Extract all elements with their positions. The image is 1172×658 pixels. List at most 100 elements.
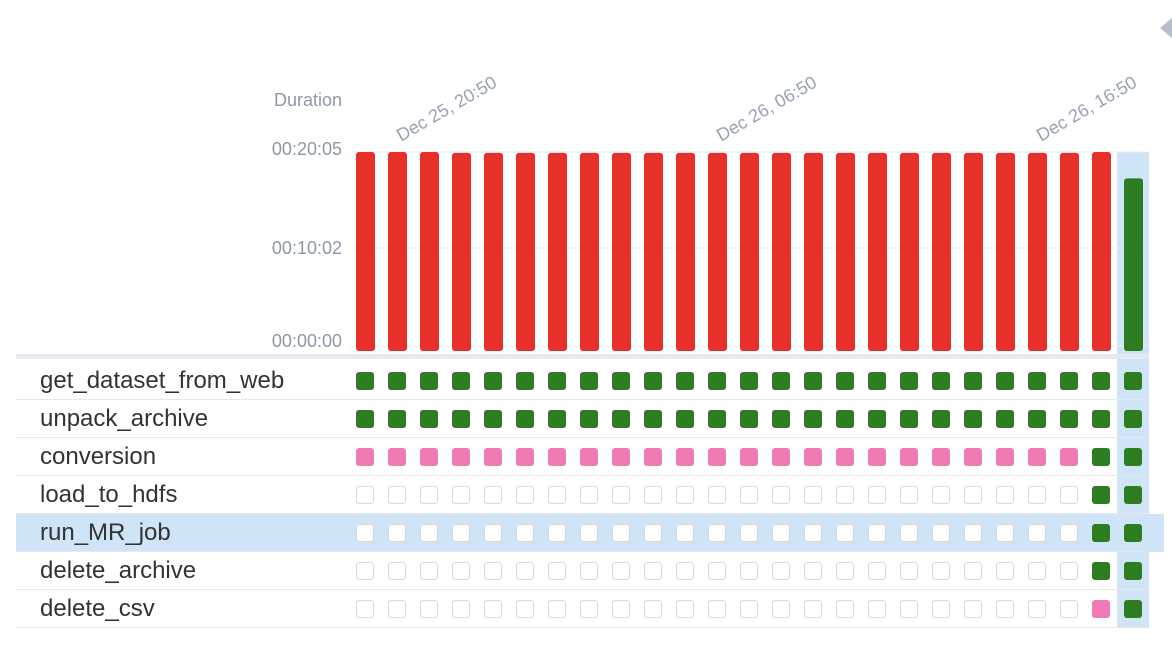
task-instance-square[interactable] [932,562,950,580]
task-instance-square[interactable] [1028,448,1046,466]
task-instance-square[interactable] [964,486,982,504]
run-bar[interactable] [1124,178,1143,351]
task-instance-square[interactable] [548,448,566,466]
task-instance-square[interactable] [420,410,438,428]
task-instance-square[interactable] [548,562,566,580]
task-instance-square[interactable] [388,600,406,618]
task-instance-square[interactable] [900,448,918,466]
task-instance-square[interactable] [388,448,406,466]
task-instance-square[interactable] [388,486,406,504]
run-bar[interactable] [356,152,375,351]
task-instance-square[interactable] [1060,410,1078,428]
task-instance-square[interactable] [708,486,726,504]
task-instance-square[interactable] [1124,372,1142,390]
task-instance-square[interactable] [772,410,790,428]
task-instance-square[interactable] [708,410,726,428]
task-label-run-mr-job[interactable]: run_MR_job [40,519,171,546]
task-instance-square[interactable] [1028,562,1046,580]
task-instance-square[interactable] [708,372,726,390]
task-instance-square[interactable] [964,410,982,428]
task-instance-square[interactable] [804,410,822,428]
task-instance-square[interactable] [964,562,982,580]
task-instance-square[interactable] [772,524,790,542]
run-bar[interactable] [1028,152,1047,351]
task-instance-square[interactable] [516,372,534,390]
task-instance-square[interactable] [932,600,950,618]
task-instance-square[interactable] [708,600,726,618]
task-instance-square[interactable] [1060,448,1078,466]
task-instance-square[interactable] [356,524,374,542]
task-instance-square[interactable] [580,410,598,428]
task-instance-square[interactable] [420,600,438,618]
task-instance-square[interactable] [676,372,694,390]
task-instance-square[interactable] [1092,448,1110,466]
run-bar[interactable] [612,152,631,351]
task-instance-square[interactable] [580,486,598,504]
task-instance-square[interactable] [708,448,726,466]
task-instance-square[interactable] [388,524,406,542]
task-instance-square[interactable] [388,372,406,390]
task-instance-square[interactable] [356,372,374,390]
task-instance-square[interactable] [452,524,470,542]
task-instance-square[interactable] [868,600,886,618]
run-bar[interactable] [1092,152,1111,351]
task-instance-square[interactable] [580,600,598,618]
task-instance-square[interactable] [964,448,982,466]
task-instance-square[interactable] [612,562,630,580]
task-instance-square[interactable] [580,372,598,390]
task-instance-square[interactable] [484,524,502,542]
task-instance-square[interactable] [420,486,438,504]
task-instance-square[interactable] [740,410,758,428]
task-instance-square[interactable] [356,562,374,580]
run-bar[interactable] [580,152,599,351]
task-instance-square[interactable] [420,562,438,580]
scroll-right-icon[interactable] [1160,18,1172,38]
task-instance-square[interactable] [644,562,662,580]
task-instance-square[interactable] [900,524,918,542]
task-instance-square[interactable] [548,372,566,390]
task-instance-square[interactable] [964,524,982,542]
task-instance-square[interactable] [996,486,1014,504]
task-instance-square[interactable] [772,486,790,504]
task-label-delete-archive[interactable]: delete_archive [40,557,197,584]
task-instance-square[interactable] [868,524,886,542]
task-instance-square[interactable] [516,486,534,504]
task-instance-square[interactable] [996,448,1014,466]
task-instance-square[interactable] [836,562,854,580]
task-instance-square[interactable] [868,448,886,466]
task-instance-square[interactable] [1060,372,1078,390]
task-instance-square[interactable] [900,486,918,504]
task-instance-square[interactable] [516,448,534,466]
task-instance-square[interactable] [484,448,502,466]
task-instance-square[interactable] [772,372,790,390]
task-label-unpack-archive[interactable]: unpack_archive [40,405,209,432]
run-bar[interactable] [804,152,823,351]
task-instance-square[interactable] [1124,486,1142,504]
task-instance-square[interactable] [1124,524,1142,542]
task-instance-square[interactable] [676,600,694,618]
task-instance-square[interactable] [452,372,470,390]
task-instance-square[interactable] [676,486,694,504]
task-instance-square[interactable] [1028,600,1046,618]
task-instance-square[interactable] [516,410,534,428]
task-instance-square[interactable] [516,524,534,542]
run-bar[interactable] [900,152,919,351]
run-bar[interactable] [964,152,983,351]
task-instance-square[interactable] [1092,410,1110,428]
task-instance-square[interactable] [388,562,406,580]
task-instance-square[interactable] [740,562,758,580]
task-instance-square[interactable] [484,372,502,390]
run-bar[interactable] [644,152,663,351]
run-bar[interactable] [1060,152,1079,351]
task-instance-square[interactable] [740,524,758,542]
task-instance-square[interactable] [452,486,470,504]
task-instance-square[interactable] [900,410,918,428]
run-bar[interactable] [484,152,503,351]
task-instance-square[interactable] [1124,410,1142,428]
run-bar[interactable] [548,152,567,351]
task-instance-square[interactable] [996,562,1014,580]
run-bar[interactable] [868,152,887,351]
task-instance-square[interactable] [1060,562,1078,580]
task-instance-square[interactable] [356,600,374,618]
task-instance-square[interactable] [676,562,694,580]
